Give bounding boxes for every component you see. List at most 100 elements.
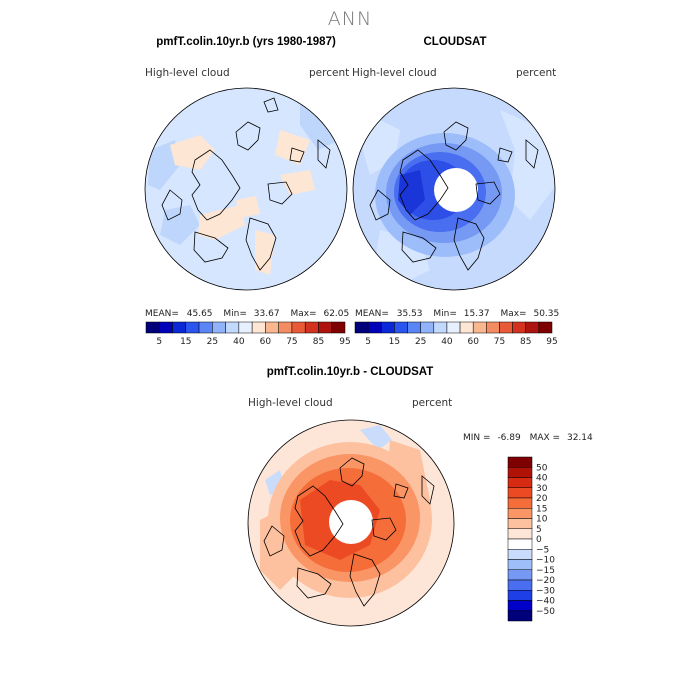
colorbar-swatch — [507, 538, 533, 550]
colorbar-tick-label: −5 — [536, 545, 549, 555]
colorbar-tick-label: 50 — [536, 463, 548, 473]
colorbar-tick-label: 5 — [365, 337, 371, 347]
colorbar-tick-label: 5 — [536, 525, 542, 535]
colorbar-tick-label: 95 — [546, 337, 557, 347]
colorbar-swatch — [507, 518, 533, 529]
colorbar-tick-label: 95 — [339, 337, 350, 347]
panel1-field-region — [275, 130, 310, 165]
colorbar-tick-label: 40 — [536, 474, 548, 484]
colorbar-swatch — [265, 321, 279, 334]
min-label: Min= — [433, 309, 457, 319]
colorbar-swatch — [507, 569, 533, 581]
panel2-coastlines — [369, 121, 539, 271]
panel2-variable: High-level cloud — [352, 67, 437, 79]
panel2-colorbar: 5 15 25 40 60 75 85 95 — [354, 321, 558, 347]
colorbar-swatch — [145, 321, 160, 334]
colorbar-tick-label: 15 — [180, 337, 191, 347]
colorbar-swatch — [291, 321, 306, 334]
colorbar-swatch — [367, 321, 382, 334]
panel1-field-region — [255, 230, 275, 275]
colorbar-swatch — [472, 321, 487, 334]
panel1-map-border — [144, 87, 348, 291]
colorbar-swatch — [507, 477, 533, 488]
colorbar-tick-label: 40 — [233, 337, 245, 347]
min-value: 15.37 — [463, 309, 490, 319]
min-label: MIN = — [463, 433, 491, 443]
panel3-field-region — [305, 520, 330, 548]
panel3-map-border — [247, 419, 455, 627]
colorbar-tick-label: 75 — [494, 337, 505, 347]
colorbar-tick-label: 20 — [536, 494, 548, 504]
max-value: 50.35 — [533, 309, 560, 319]
colorbar-tick-label: 10 — [536, 515, 548, 525]
panel1-title: pmfT.colin.10yr.b (yrs 1980-1987) — [156, 36, 336, 48]
colorbar-swatch — [512, 321, 526, 334]
panel3-coastlines — [263, 457, 435, 607]
colorbar-swatch — [507, 487, 533, 499]
panel1-field-region — [198, 205, 245, 240]
colorbar-tick-label: −10 — [536, 556, 555, 566]
panel2-missing-data — [434, 168, 478, 212]
colorbar-swatch — [507, 528, 533, 540]
panel2-map-border — [352, 87, 556, 291]
colorbar-swatch — [507, 497, 533, 509]
colorbar-swatch — [420, 321, 435, 334]
colorbar-swatch — [212, 321, 226, 334]
max-label: Max= — [290, 309, 317, 319]
colorbar-swatch — [278, 321, 293, 334]
colorbar-tick-label: −20 — [536, 576, 555, 586]
colorbar-swatch — [433, 321, 448, 334]
colorbar-tick-label: 85 — [520, 337, 531, 347]
colorbar-tick-label: 85 — [313, 337, 324, 347]
panel2-field-region — [398, 170, 425, 215]
max-label: MAX = — [529, 433, 561, 443]
mean-value: 45.65 — [186, 309, 213, 319]
colorbar-swatch — [507, 559, 533, 570]
colorbar-tick-label: −40 — [536, 597, 555, 607]
panel1-field-region — [170, 135, 215, 170]
colorbar-swatch — [507, 600, 533, 611]
colorbar-swatch — [159, 321, 173, 334]
panel2-units: percent — [516, 67, 557, 79]
panel1-coastlines — [161, 97, 331, 271]
colorbar-swatch — [507, 549, 533, 560]
colorbar-tick-label: 15 — [389, 337, 400, 347]
colorbar-swatch — [525, 321, 540, 334]
colorbar-swatch — [507, 508, 533, 519]
colorbar-swatch — [394, 321, 408, 334]
figure-title: ANN — [327, 8, 373, 30]
colorbar-swatch — [507, 610, 533, 622]
colorbar-swatch — [198, 321, 213, 334]
panel2-title: CLOUDSAT — [423, 36, 487, 48]
colorbar-swatch — [499, 321, 513, 334]
panel1-units: percent — [309, 67, 350, 79]
colorbar-tick-label: −30 — [536, 586, 555, 596]
colorbar-swatch — [407, 321, 421, 334]
colorbar-swatch — [446, 321, 461, 334]
colorbar-swatch — [507, 456, 533, 468]
panel3-units: percent — [412, 397, 453, 409]
max-value: 62.05 — [323, 309, 350, 319]
max-label: Max= — [500, 309, 527, 319]
colorbar-tick-label: 30 — [536, 484, 548, 494]
colorbar-swatch — [331, 321, 346, 334]
min-value: 33.67 — [253, 309, 280, 319]
min-label: Min= — [223, 309, 247, 319]
panel3-stats: MIN = -6.89 MAX = 32.14 — [463, 433, 593, 443]
colorbar-tick-label: 60 — [467, 337, 479, 347]
panel1-stats: MEAN= 45.65 Min= 33.67 Max= 62.05 — [145, 309, 349, 319]
colorbar-tick-label: 75 — [286, 337, 297, 347]
panel1-field-region — [160, 205, 200, 245]
colorbar-swatch — [354, 321, 369, 334]
panel3-field-region — [360, 425, 392, 450]
mean-value: 35.53 — [396, 309, 423, 319]
panel1-field-region — [236, 196, 260, 218]
colorbar-swatch — [225, 321, 240, 334]
colorbar-tick-label: 25 — [415, 337, 426, 347]
panel1-variable: High-level cloud — [145, 67, 230, 79]
panel1-colorbar: 5 15 25 40 60 75 85 95 — [145, 321, 351, 347]
panel2-map — [353, 88, 555, 290]
colorbar-tick-label: −50 — [536, 607, 555, 617]
colorbar-swatch — [538, 321, 553, 334]
